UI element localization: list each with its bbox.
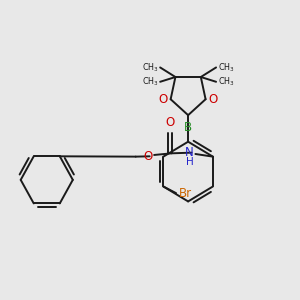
Text: Br: Br xyxy=(178,187,192,200)
Text: O: O xyxy=(209,93,218,106)
Text: CH$_3$: CH$_3$ xyxy=(142,61,159,74)
Text: CH$_3$: CH$_3$ xyxy=(142,76,159,88)
Text: O: O xyxy=(158,93,167,106)
Text: O: O xyxy=(143,150,152,163)
Text: CH$_3$: CH$_3$ xyxy=(218,61,235,74)
Text: H: H xyxy=(186,157,194,167)
Text: B: B xyxy=(184,121,192,134)
Text: N: N xyxy=(185,146,194,159)
Text: CH$_3$: CH$_3$ xyxy=(218,76,235,88)
Text: O: O xyxy=(165,116,175,129)
